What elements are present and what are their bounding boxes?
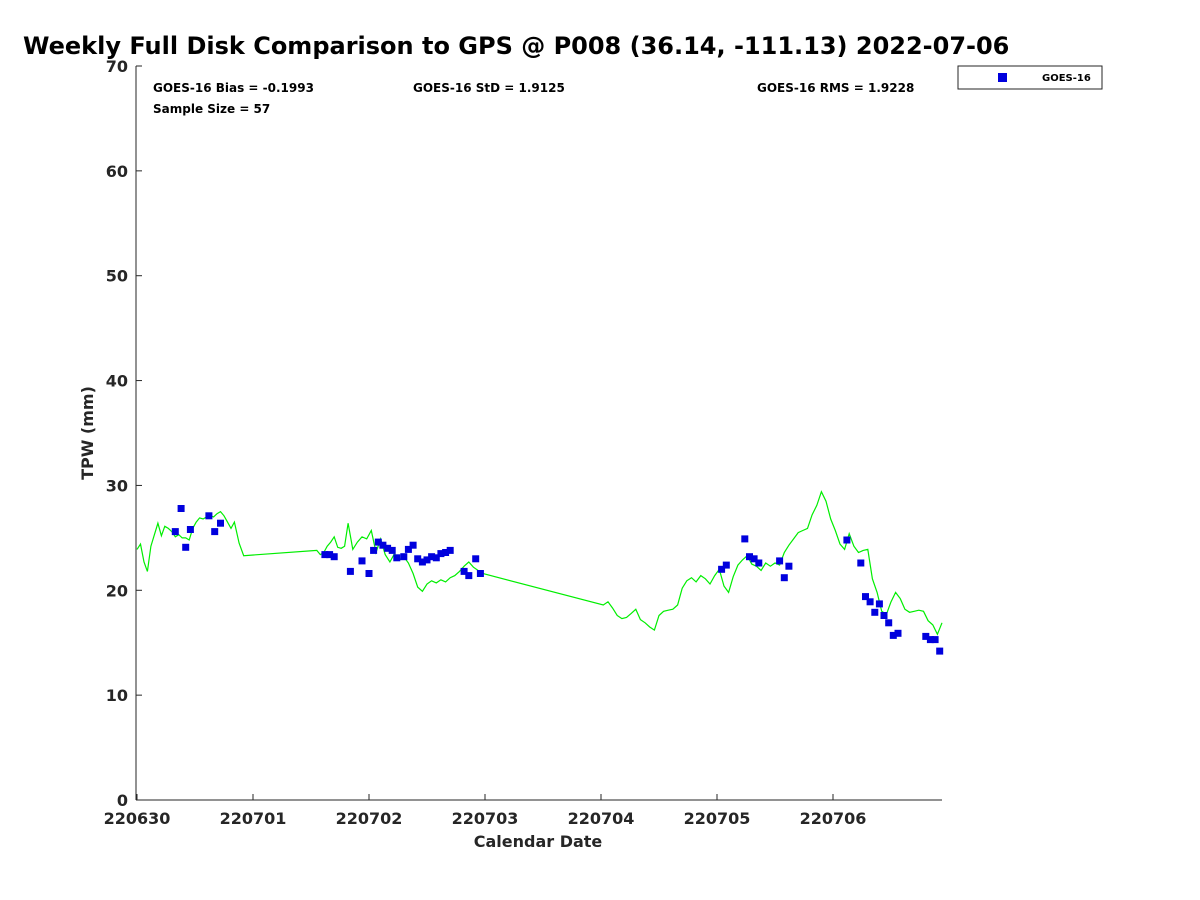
- y-tick-label-5: 50: [106, 267, 128, 286]
- goes-16-point-2: [182, 543, 190, 551]
- goes-16-point-34: [718, 565, 726, 573]
- goes-16-point-12: [365, 570, 373, 577]
- y-tick-label-6: 60: [106, 162, 128, 181]
- x-tick-label-2: 220702: [336, 809, 403, 828]
- goes-16-point-3: [186, 526, 194, 533]
- goes-16-point-10: [346, 567, 354, 575]
- goes-16-point-15: [379, 541, 387, 549]
- goes-16-point-31: [465, 572, 473, 580]
- legend: GOES-16: [957, 65, 1103, 90]
- goes-16-point-52: [894, 629, 902, 637]
- goes-16-point-7: [321, 551, 329, 559]
- stat-sample-size: Sample Size = 57: [153, 102, 270, 116]
- goes-16-point-43: [843, 536, 851, 544]
- x-tick-label-5: 220705: [684, 809, 751, 828]
- x-axis-label: Calendar Date: [474, 832, 603, 851]
- goes-16-point-1: [177, 505, 185, 512]
- x-tick-label-6: 220706: [800, 809, 867, 828]
- goes-16-point-24: [423, 556, 431, 564]
- goes-16-point-38: [750, 555, 758, 563]
- goes-16-point-50: [885, 619, 893, 627]
- goes-16-point-20: [404, 545, 412, 553]
- goes-16-point-9: [330, 553, 338, 561]
- x-tick-group: 220630 220701 220702 220703 220704 220705 2207…: [104, 794, 867, 828]
- goes-16-point-13: [370, 546, 378, 554]
- goes-16-point-51: [889, 631, 897, 639]
- goes-16-point-26: [432, 554, 440, 562]
- goes-16-point-48: [875, 600, 883, 608]
- goes-16-point-37: [746, 553, 753, 561]
- goes-16-point-17: [388, 546, 396, 554]
- goes-16-point-45: [862, 593, 869, 601]
- stat-rms: GOES-16 RMS = 1.9228: [757, 81, 914, 95]
- goes-16-point-18: [393, 554, 401, 562]
- x-tick-label-1: 220701: [220, 809, 287, 828]
- plot-area: [135, 66, 942, 801]
- goes-16-point-46: [866, 598, 874, 606]
- goes-16-point-30: [460, 567, 468, 575]
- stat-std: GOES-16 StD = 1.9125: [413, 81, 565, 95]
- goes-16-point-32: [472, 555, 480, 563]
- y-axis-label: TPW (mm): [78, 386, 97, 480]
- goes-16-point-25: [428, 553, 436, 561]
- y-tick-label-4: 40: [106, 372, 128, 391]
- goes-16-point-28: [442, 549, 450, 556]
- goes-16-point-19: [400, 553, 408, 561]
- goes-16-point-40: [776, 557, 784, 565]
- goes-16-point-41: [780, 574, 788, 582]
- goes-16-point-6: [217, 519, 224, 527]
- goes-16-point-42: [785, 562, 793, 570]
- goes-16-point-11: [358, 557, 366, 565]
- goes-16-point-54: [926, 636, 934, 644]
- y-tick-group: 0 10 20 30 40 50 60 70: [106, 57, 142, 810]
- goes-16-point-22: [414, 555, 422, 563]
- x-tick-label-0: 220630: [104, 809, 171, 828]
- goes-16-point-0: [171, 528, 179, 536]
- goes-16-point-49: [880, 612, 888, 619]
- goes-16-point-4: [205, 512, 213, 520]
- goes-16-point-16: [384, 544, 392, 552]
- goes-16-point-8: [326, 551, 334, 559]
- plot-background: [136, 66, 942, 800]
- legend-box: [957, 65, 1103, 90]
- goes-16-point-53: [922, 632, 930, 640]
- x-tick-label-4: 220704: [568, 809, 635, 828]
- goes-16-point-35: [722, 561, 730, 569]
- goes-16-point-27: [437, 550, 445, 558]
- stat-bias: GOES-16 Bias = -0.1993: [153, 81, 314, 95]
- goes-16-point-56: [936, 647, 944, 655]
- y-tick-label-0: 0: [117, 791, 128, 810]
- goes-16-point-36: [741, 535, 749, 543]
- x-tick-label-3: 220703: [452, 809, 519, 828]
- goes-16-point-39: [755, 559, 763, 567]
- y-tick-label-1: 10: [106, 686, 128, 705]
- y-tick-label-7: 70: [106, 57, 128, 76]
- legend-marker-goes-16: [998, 73, 1007, 82]
- goes-16-point-33: [476, 570, 484, 577]
- y-tick-label-2: 20: [106, 581, 128, 600]
- goes-16-point-14: [374, 538, 382, 546]
- goes-16-point-44: [857, 559, 865, 567]
- goes-16-point-55: [931, 636, 939, 644]
- y-tick-label-3: 30: [106, 476, 128, 495]
- legend-label-goes-16: GOES-16: [1042, 73, 1091, 84]
- chart-title: Weekly Full Disk Comparison to GPS @ P00…: [23, 32, 1009, 60]
- goes-16-point-5: [211, 528, 219, 536]
- gps-line: [136, 490, 943, 636]
- goes-16-point-23: [418, 558, 426, 566]
- goes-16-point-21: [409, 541, 417, 549]
- goes-16-point-29: [446, 546, 454, 554]
- goes-16-point-47: [871, 608, 879, 616]
- goes-16-point-series: [171, 505, 944, 655]
- gps-line-series: [136, 490, 943, 636]
